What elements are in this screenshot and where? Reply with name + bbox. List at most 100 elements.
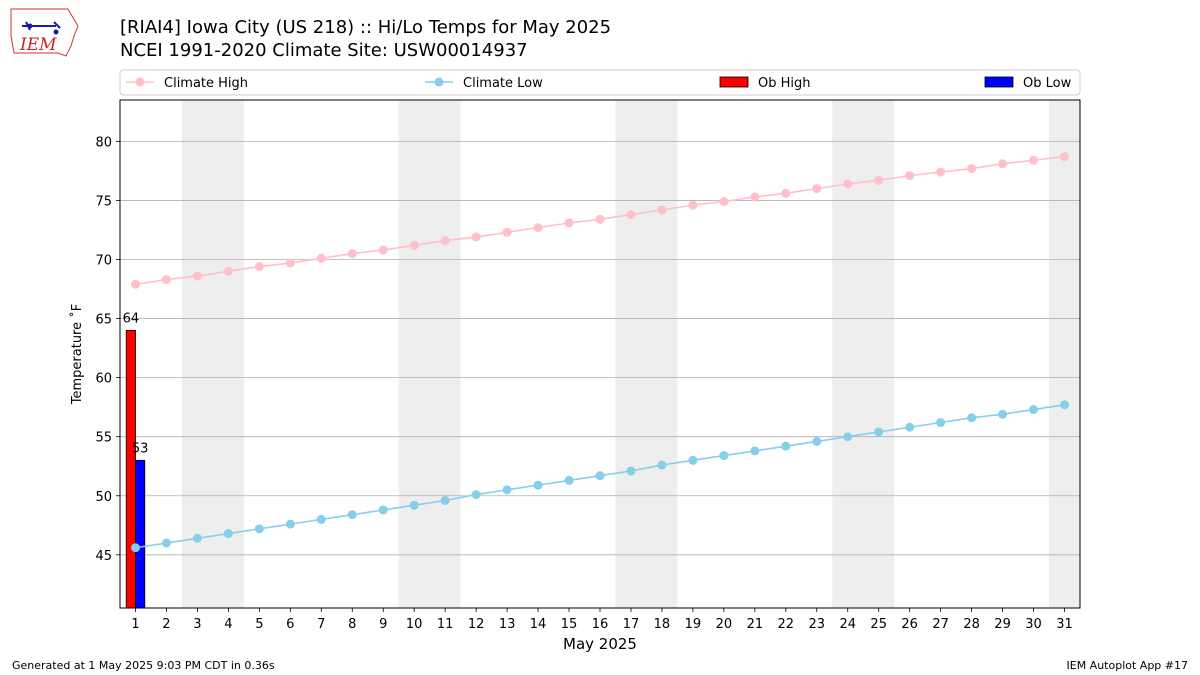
- point-climate-low: [130, 543, 140, 553]
- x-tick-label: 1: [131, 617, 139, 632]
- point-climate-low: [750, 446, 760, 456]
- iem-logo: IEM: [8, 6, 82, 64]
- point-climate-low: [285, 519, 295, 529]
- legend-marker: [434, 77, 444, 87]
- x-tick-label: 24: [839, 617, 856, 632]
- x-tick-label: 2: [162, 617, 170, 632]
- bar-ob-high: [125, 329, 136, 609]
- legend-label: Climate High: [164, 76, 248, 91]
- legend-label: Ob High: [758, 76, 811, 91]
- point-climate-low: [564, 475, 574, 485]
- point-climate-low: [657, 460, 667, 470]
- point-climate-high: [781, 188, 791, 198]
- legend-label: Ob Low: [1023, 76, 1072, 91]
- bar-value-label: 53: [132, 441, 149, 456]
- point-climate-high: [750, 192, 760, 202]
- x-tick-label: 20: [716, 617, 733, 632]
- y-tick-label: 45: [95, 549, 112, 564]
- x-tick-label: 11: [437, 617, 454, 632]
- x-tick-label: 4: [224, 617, 232, 632]
- point-climate-high: [936, 167, 946, 177]
- point-climate-high: [440, 236, 450, 246]
- point-climate-low: [1029, 405, 1039, 415]
- x-tick-label: 21: [747, 617, 764, 632]
- point-climate-low: [471, 490, 481, 500]
- point-climate-low: [223, 529, 233, 539]
- x-tick-label: 13: [499, 617, 516, 632]
- bar-value-label: 64: [123, 311, 140, 326]
- y-tick-label: 70: [95, 253, 112, 268]
- x-tick-label: 9: [379, 617, 387, 632]
- point-climate-low: [316, 514, 326, 524]
- weekend-shade: [615, 100, 678, 608]
- point-climate-low: [998, 409, 1008, 419]
- point-climate-low: [595, 471, 605, 481]
- point-climate-high: [533, 223, 543, 233]
- point-climate-low: [254, 524, 264, 534]
- point-climate-high: [998, 159, 1008, 169]
- weekend-shade: [398, 100, 461, 608]
- point-climate-high: [502, 227, 512, 237]
- x-tick-label: 18: [654, 617, 671, 632]
- x-tick-label: 6: [286, 617, 294, 632]
- point-climate-high: [130, 279, 140, 289]
- iowa-map-logo-icon: IEM: [10, 8, 79, 57]
- point-climate-high: [626, 210, 636, 220]
- x-tick-label: 7: [317, 617, 325, 632]
- point-climate-low: [161, 538, 171, 548]
- point-climate-high: [595, 214, 605, 224]
- weekend-shade: [1049, 100, 1080, 608]
- x-tick-label: 19: [685, 617, 702, 632]
- point-climate-high: [1060, 152, 1070, 162]
- legend-marker: [135, 77, 145, 87]
- chart-subtitle: NCEI 1991-2020 Climate Site: USW00014937: [120, 40, 528, 61]
- logo-text: IEM: [19, 35, 57, 55]
- legend-label: Climate Low: [463, 76, 543, 91]
- bar-ob-low: [135, 459, 146, 609]
- x-tick-label: 31: [1056, 617, 1073, 632]
- y-tick-label: 60: [95, 372, 112, 387]
- y-tick-label: 55: [95, 431, 112, 446]
- x-tick-label: 17: [623, 617, 640, 632]
- point-climate-high: [471, 232, 481, 242]
- x-axis-label: May 2025: [563, 635, 637, 653]
- point-climate-low: [719, 451, 729, 461]
- y-tick-label: 80: [95, 135, 112, 150]
- y-tick-label: 75: [95, 194, 112, 209]
- x-tick-label: 26: [901, 617, 918, 632]
- legend-swatch: [984, 76, 1014, 88]
- legend-swatch: [719, 76, 749, 88]
- point-climate-high: [564, 218, 574, 228]
- point-climate-low: [688, 455, 698, 465]
- point-climate-high: [657, 205, 667, 215]
- point-climate-high: [409, 240, 419, 250]
- point-climate-low: [440, 495, 450, 505]
- x-tick-label: 29: [994, 617, 1011, 632]
- point-climate-high: [1029, 155, 1039, 165]
- footer-generated-text: Generated at 1 May 2025 9:03 PM CDT in 0…: [12, 659, 275, 672]
- x-tick-label: 14: [530, 617, 547, 632]
- plot-frame: [119, 99, 1081, 609]
- point-climate-high: [843, 179, 853, 189]
- x-tick-label: 27: [932, 617, 949, 632]
- point-climate-low: [967, 413, 977, 423]
- x-tick-label: 10: [406, 617, 423, 632]
- weekend-shade: [832, 100, 895, 608]
- point-climate-low: [905, 422, 915, 432]
- point-climate-low: [874, 427, 884, 437]
- point-climate-high: [812, 184, 822, 194]
- x-tick-label: 5: [255, 617, 263, 632]
- chart-title: [RIAI4] Iowa City (US 218) :: Hi/Lo Temp…: [120, 17, 612, 38]
- x-tick-label: 25: [870, 617, 887, 632]
- y-axis-label: Temperature ˚F: [69, 304, 85, 405]
- point-climate-low: [533, 480, 543, 490]
- point-climate-low: [843, 432, 853, 442]
- x-tick-label: 3: [193, 617, 201, 632]
- point-climate-high: [192, 271, 202, 281]
- point-climate-high: [347, 249, 357, 259]
- point-climate-low: [347, 510, 357, 520]
- point-climate-high: [688, 200, 698, 210]
- y-tick-label: 50: [95, 490, 112, 505]
- point-climate-high: [223, 266, 233, 276]
